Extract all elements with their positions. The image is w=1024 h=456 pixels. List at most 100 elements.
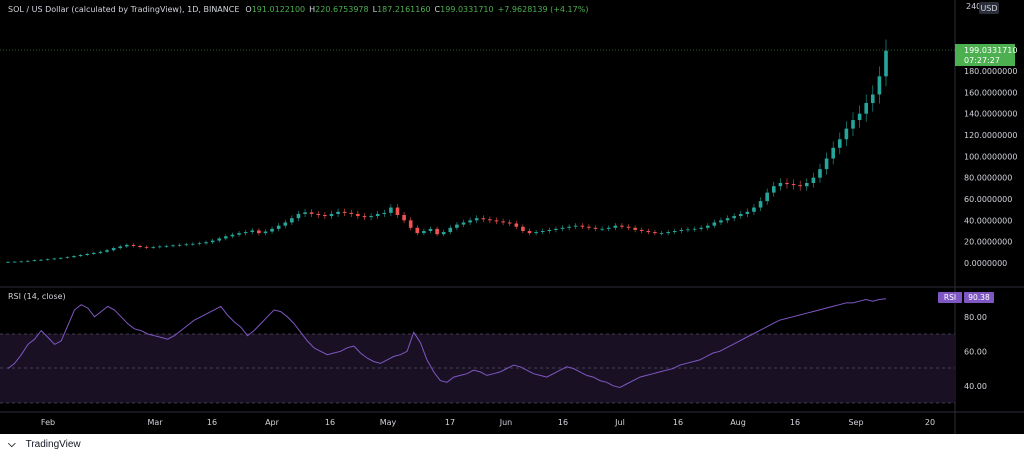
candle-body[interactable] [659, 233, 664, 234]
candle-body[interactable] [158, 246, 162, 248]
candle-body[interactable] [633, 227, 637, 230]
candle-body[interactable] [719, 220, 723, 223]
candle-body[interactable] [798, 185, 802, 187]
candle-body[interactable] [164, 245, 169, 247]
candle-body[interactable] [884, 50, 888, 77]
candle-body[interactable] [72, 256, 76, 258]
candle-body[interactable] [639, 229, 644, 231]
candle-body[interactable] [415, 227, 420, 234]
candle-body[interactable] [118, 246, 123, 249]
candle-body[interactable] [356, 213, 360, 217]
candle-body[interactable] [573, 225, 578, 227]
candle-body[interactable] [270, 228, 274, 232]
candle-body[interactable] [474, 218, 479, 221]
candle-body[interactable] [323, 215, 327, 217]
candle-body[interactable] [679, 229, 684, 231]
candle-body[interactable] [428, 228, 433, 231]
candle-body[interactable] [105, 250, 109, 252]
candle-body[interactable] [65, 257, 70, 258]
candle-body[interactable] [877, 76, 882, 95]
candle-body[interactable] [32, 260, 37, 262]
candle-body[interactable] [818, 169, 822, 178]
candle-body[interactable] [864, 103, 868, 114]
candle-body[interactable] [408, 220, 413, 228]
candle-body[interactable] [488, 219, 492, 221]
candle-body[interactable] [514, 223, 519, 227]
candle-body[interactable] [402, 215, 406, 221]
candle-body[interactable] [19, 261, 24, 263]
candle-body[interactable] [389, 207, 393, 213]
candle-body[interactable] [804, 183, 809, 187]
candle-body[interactable] [837, 139, 842, 148]
candle-body[interactable] [758, 201, 763, 208]
candle-body[interactable] [237, 233, 241, 235]
candle-body[interactable] [243, 232, 248, 234]
candle-body[interactable] [144, 247, 149, 248]
candle-body[interactable] [752, 207, 756, 212]
candle-body[interactable] [369, 216, 373, 218]
candle-body[interactable] [151, 247, 156, 248]
candle-body[interactable] [455, 224, 459, 228]
candle-body[interactable] [210, 240, 215, 243]
candle-body[interactable] [567, 226, 571, 228]
candle-body[interactable] [613, 225, 618, 228]
candle-body[interactable] [606, 227, 611, 229]
candle-body[interactable] [191, 243, 195, 245]
candle-body[interactable] [745, 211, 750, 214]
candle-body[interactable] [778, 183, 783, 187]
candle-body[interactable] [587, 226, 591, 228]
rsi-line[interactable] [7, 298, 887, 389]
candle-body[interactable] [12, 261, 17, 263]
candle-body[interactable] [738, 213, 743, 217]
candle-body[interactable] [6, 261, 10, 263]
price-chart-svg[interactable]: SOL / US Dollar (calculated by TradingVi… [0, 0, 1024, 434]
candle-body[interactable] [375, 213, 380, 217]
candle-body[interactable] [600, 228, 604, 230]
candle-body[interactable] [197, 243, 202, 245]
candle-body[interactable] [626, 226, 631, 228]
candlestick-series[interactable] [6, 39, 888, 263]
candle-body[interactable] [824, 158, 829, 170]
candle-body[interactable] [765, 192, 769, 202]
candle-body[interactable] [422, 231, 426, 234]
currency-button[interactable] [979, 2, 999, 14]
candle-body[interactable] [507, 222, 512, 224]
candle-body[interactable] [92, 252, 96, 254]
candle-body[interactable] [441, 232, 446, 235]
candle-body[interactable] [851, 120, 855, 129]
candle-body[interactable] [290, 218, 294, 223]
candle-body[interactable] [59, 257, 63, 259]
candle-body[interactable] [309, 212, 314, 214]
candle-body[interactable] [263, 231, 268, 234]
candle-body[interactable] [98, 251, 103, 253]
candle-body[interactable] [699, 227, 703, 229]
candle-body[interactable] [831, 147, 835, 159]
candle-body[interactable] [125, 244, 129, 247]
candle-body[interactable] [204, 242, 208, 244]
candle-body[interactable] [217, 238, 222, 241]
candle-body[interactable] [336, 211, 340, 214]
candle-body[interactable] [725, 218, 730, 221]
candle-body[interactable] [580, 225, 585, 227]
candle-body[interactable] [230, 234, 235, 237]
candle-body[interactable] [78, 255, 83, 257]
price-axis-ticks[interactable]: 180.0000000 160.0000000 140.0000000 120.000… [964, 67, 1017, 268]
candle-body[interactable] [686, 229, 690, 231]
candle-body[interactable] [461, 222, 466, 225]
time-axis-ticks[interactable]: Feb Mar 16 Apr 16 May 17 Jun 16 Jul 16 Aug 16 Sep 20 [41, 418, 935, 427]
candle-body[interactable] [521, 226, 525, 231]
candle-body[interactable] [481, 218, 486, 220]
candle-body[interactable] [349, 212, 354, 214]
candle-body[interactable] [870, 94, 875, 103]
candle-body[interactable] [653, 232, 657, 234]
candle-body[interactable] [316, 213, 321, 215]
candle-body[interactable] [857, 113, 862, 121]
candle-body[interactable] [26, 260, 30, 262]
candle-body[interactable] [276, 225, 281, 229]
candle-body[interactable] [435, 228, 439, 235]
candle-body[interactable] [85, 253, 90, 255]
candle-body[interactable] [224, 236, 228, 239]
candle-body[interactable] [554, 228, 558, 230]
candle-body[interactable] [646, 231, 651, 233]
